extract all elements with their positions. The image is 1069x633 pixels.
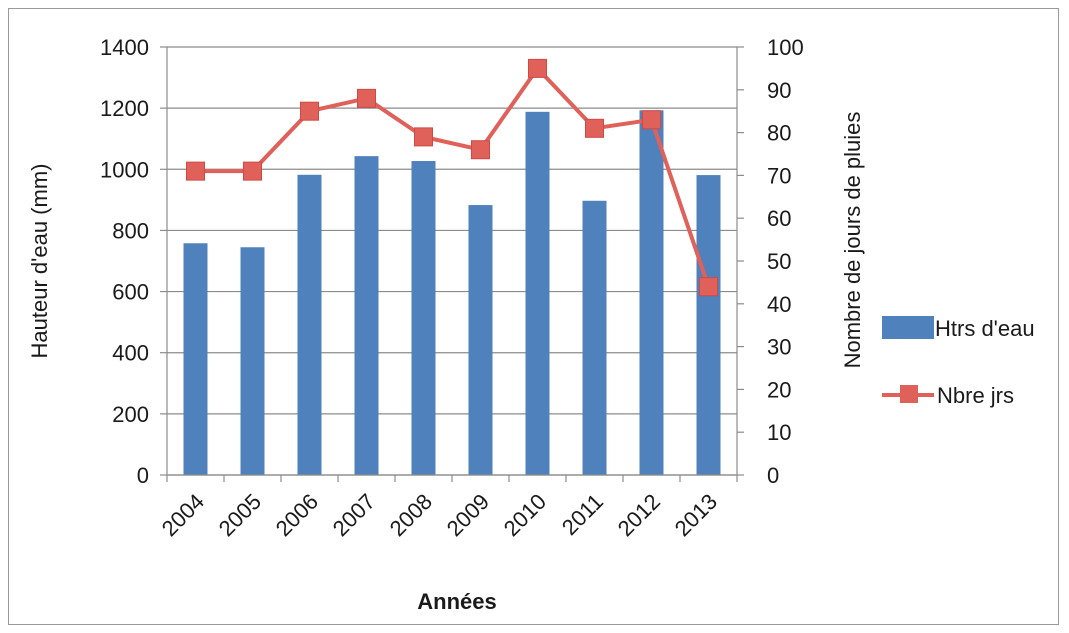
series-line (195, 66, 711, 288)
x-tick-label: 2006 (271, 489, 323, 541)
y2-tick-label: 0 (767, 463, 779, 488)
y2-axis-title: Nombre de jours de pluies (840, 112, 865, 369)
y-tick-label: 200 (112, 402, 149, 427)
y2-tick-label: 60 (767, 206, 791, 231)
line-marker (699, 277, 718, 297)
bar-series (183, 110, 721, 475)
line-marker (642, 110, 661, 130)
bar (525, 111, 550, 475)
line-marker (186, 161, 205, 181)
bar (639, 110, 664, 475)
y2-tick-label: 80 (767, 121, 791, 146)
x-tick-label: 2004 (157, 489, 209, 541)
y-tick-label: 400 (112, 341, 149, 366)
line-marker (471, 140, 490, 160)
bar (183, 243, 208, 475)
line-series (186, 58, 718, 297)
y-tick-label: 0 (137, 463, 149, 488)
bar (582, 200, 607, 475)
y2-tick-label: 50 (767, 249, 791, 274)
line-marker (528, 58, 547, 78)
y-tick-label: 1400 (100, 35, 149, 60)
y2-tick-label: 20 (767, 377, 791, 402)
bar (411, 161, 436, 475)
line-marker (357, 88, 376, 108)
y2-tick-label: 30 (767, 335, 791, 360)
y2-tick-label: 10 (767, 420, 791, 445)
line-marker (300, 101, 319, 121)
line-marker (585, 118, 604, 138)
bar (696, 175, 721, 475)
line-marker (414, 127, 433, 147)
y2-tick-label: 100 (767, 35, 804, 60)
bar (297, 174, 322, 475)
x-axis-title: Années (417, 589, 496, 614)
y2-tick-label: 90 (767, 78, 791, 103)
y-axis-title: Hauteur d'eau (mm) (27, 164, 52, 359)
legend-swatch-bars (882, 316, 934, 339)
x-tick-label: 2013 (670, 489, 722, 541)
y-tick-label: 1200 (100, 96, 149, 121)
y-tick-label: 800 (112, 218, 149, 243)
x-tick-label: 2008 (385, 489, 437, 541)
bar (354, 156, 379, 475)
x-tick-label: 2007 (328, 489, 380, 541)
y2-tick-label: 40 (767, 292, 791, 317)
x-tick-label: 2009 (442, 489, 494, 541)
x-tick-label: 2005 (214, 489, 266, 541)
y2-tick-label: 70 (767, 163, 791, 188)
x-tick-label: 2010 (499, 489, 551, 541)
x-tick-label: 2011 (557, 489, 608, 540)
y-tick-label: 1000 (100, 157, 149, 182)
x-tick-label: 2012 (613, 489, 665, 541)
legend: Htrs d'eau Nbre jrs (882, 316, 1035, 408)
chart-frame: 0 200 400 600 800 1000 1200 1400 0 10 20 30 40 50 60 70… (8, 8, 1059, 625)
combo-chart: 0 200 400 600 800 1000 1200 1400 0 10 20 30 40 50 60 70… (27, 35, 1035, 614)
legend-label-line: Nbre jrs (937, 383, 1014, 408)
line-marker (243, 161, 262, 181)
legend-marker-swatch (900, 385, 918, 403)
axes (160, 46, 744, 482)
bar (240, 247, 265, 475)
y-tick-label: 600 (112, 280, 149, 305)
bar (468, 205, 493, 475)
legend-label-bars: Htrs d'eau (935, 316, 1035, 341)
